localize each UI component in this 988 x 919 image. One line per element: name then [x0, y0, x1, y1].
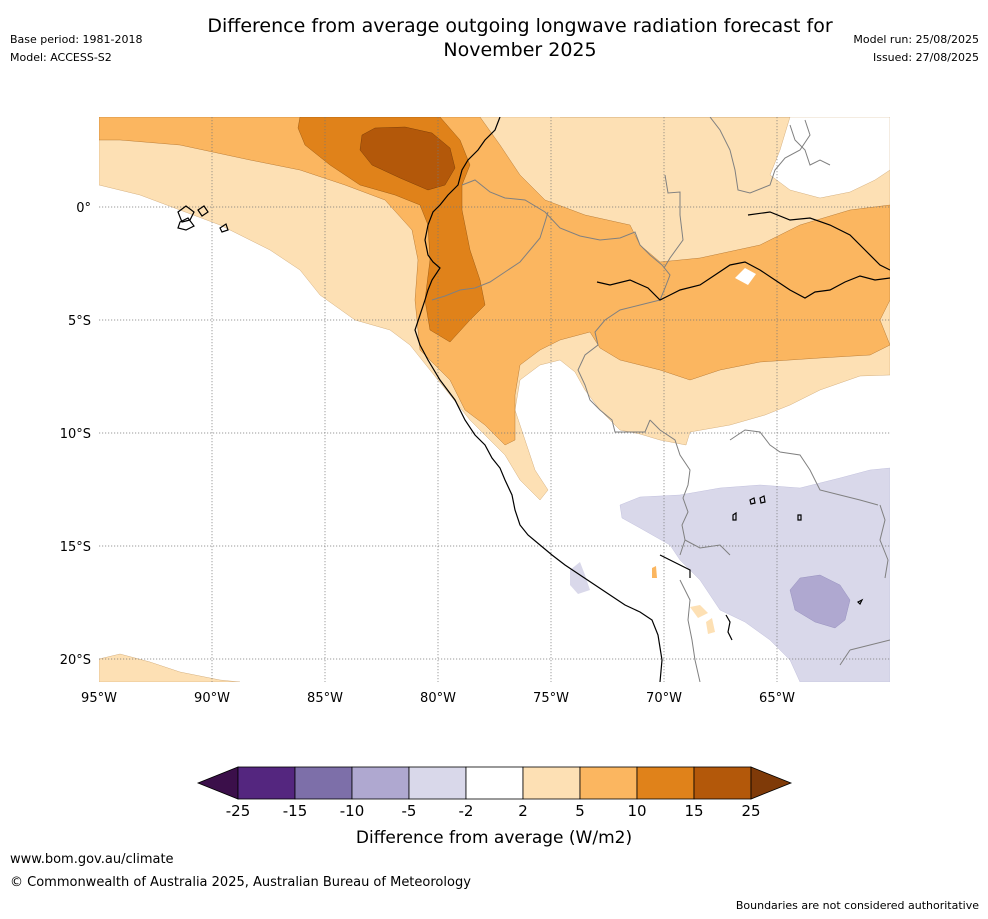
country-borders	[431, 117, 890, 682]
colorbar-tick: 15	[684, 802, 703, 820]
lon-label-80w: 80°W	[420, 691, 456, 706]
neutral-region-north	[560, 117, 890, 199]
lat-label-5s: 5°S	[68, 314, 91, 329]
base-period: Base period: 1981-2018	[10, 33, 143, 46]
coastlines	[177, 117, 890, 682]
boundary-disclaimer: Boundaries are not considered authoritat…	[735, 899, 979, 912]
website-link[interactable]: www.bom.gov.au/climate	[10, 852, 174, 867]
colorbar-tick: 10	[627, 802, 646, 820]
colorbar-bin-neg5-neg2	[408, 766, 467, 800]
colorbar-bin-neg15-neg10	[294, 766, 353, 800]
colorbar-bin-neg25-neg15	[237, 766, 296, 800]
meta-right: Model run: 25/08/2025 Issued: 27/08/2025	[853, 31, 979, 67]
anomaly-2-5-region-southwest	[99, 653, 241, 682]
anomaly-2-5-patch-1	[690, 605, 708, 618]
lon-label-90w: 90°W	[194, 691, 230, 706]
colorbar-tick: 2	[518, 802, 528, 820]
anomaly-neg2-neg5-region	[619, 467, 890, 682]
lon-label-95w: 95°W	[81, 691, 117, 706]
colorbar-bin-neg10-neg5	[351, 766, 410, 800]
meta-left: Base period: 1981-2018 Model: ACCESS-S2	[10, 31, 142, 67]
map-area	[99, 117, 890, 682]
map-title: Difference from average outgoing longwav…	[150, 14, 890, 62]
colorbar-label: Difference from average (W/m2)	[356, 828, 632, 848]
lon-label-70w: 70°W	[646, 691, 682, 706]
title-line-2: November 2025	[443, 39, 597, 61]
colorbar-tick: -15	[283, 802, 308, 820]
lon-label-85w: 85°W	[307, 691, 343, 706]
colorbar-tick: -2	[459, 802, 474, 820]
model-run: Model run: 25/08/2025	[853, 33, 979, 46]
colorbar-bin-10-15	[636, 766, 695, 800]
lon-label-65w: 65°W	[759, 691, 795, 706]
colorbar-arrow-low	[196, 766, 239, 800]
colorbar-tick: 25	[741, 802, 760, 820]
colorbar-tick: -5	[402, 802, 417, 820]
anomaly-15-25-region	[359, 126, 456, 191]
lon-label-75w: 75°W	[533, 691, 569, 706]
model-name: Model: ACCESS-S2	[10, 51, 112, 64]
lat-label-10s: 10°S	[60, 427, 91, 442]
lat-label-0: 0°	[76, 201, 91, 216]
title-line-1: Difference from average outgoing longwav…	[207, 15, 833, 37]
anomaly-5-10-region	[99, 117, 890, 446]
issued-date: Issued: 27/08/2025	[872, 51, 979, 64]
copyright-notice: © Commonwealth of Australia 2025, Austra…	[10, 875, 471, 890]
graticule	[99, 117, 890, 682]
colorbar-tick: -25	[226, 802, 251, 820]
anomaly-2-5-patch-3	[652, 566, 657, 578]
colorbar-tick: -10	[340, 802, 365, 820]
anomaly-2-5-patch-2	[706, 618, 715, 634]
colorbar-bin-neg2-2	[465, 766, 524, 800]
longitude-labels: 95°W 90°W 85°W 80°W 75°W 70°W 65°W	[81, 691, 795, 706]
colorbar-tick: 5	[575, 802, 585, 820]
anomaly-neg5-neg10-region	[789, 574, 851, 629]
latitude-labels: 0° 5°S 10°S 15°S 20°S	[60, 201, 91, 668]
colorbar-bin-15-25	[693, 766, 752, 800]
colorbar-ticks: -25 -15 -10 -5 -2 2 5 10 15 25	[226, 802, 761, 820]
neutral-patch-east	[735, 268, 756, 285]
anomaly-neg2-neg5-small	[570, 562, 590, 594]
lat-label-15s: 15°S	[60, 540, 91, 555]
colorbar-bin-2-5	[522, 766, 581, 800]
colorbar-arrow-high	[750, 766, 793, 800]
lat-label-20s: 20°S	[60, 653, 91, 668]
colorbar-bin-5-10	[579, 766, 638, 800]
colorbar	[196, 766, 793, 800]
